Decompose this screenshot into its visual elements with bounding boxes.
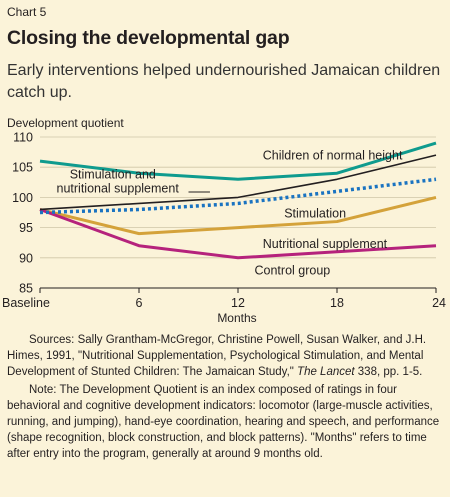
y-tick-95: 95 [19, 221, 33, 235]
annotation-1: Stimulation and [70, 168, 156, 182]
x-tick-label-4: 24 [432, 296, 446, 310]
y-tick-100: 100 [12, 191, 33, 205]
x-ticks: Baseline 6 12 18 24 [2, 288, 446, 310]
sources-journal: The Lancet [297, 366, 355, 378]
chart-title: Closing the developmental gap [7, 27, 290, 49]
sources-end: 338, pp. 1-5. [354, 366, 423, 378]
y-tick-110: 110 [13, 131, 33, 145]
x-axis-label: Months [217, 311, 256, 325]
annotation-4: Nutritional supplement [263, 237, 388, 251]
series-line-4 [39, 208, 437, 260]
series-annotations: Children of normal height Stimulation and… [57, 148, 403, 277]
chart-subtitle: Early interventions helped undernourishe… [7, 62, 441, 101]
annotation-3: Stimulation [284, 206, 346, 220]
y-tick-85: 85 [19, 282, 33, 296]
series-line-3 [39, 195, 437, 236]
y-axis-label: Development quotient [7, 116, 124, 130]
annotation-0: Children of normal height [263, 148, 403, 162]
series-lines [39, 141, 437, 260]
annotation-5: Control group [255, 264, 331, 278]
series-line-1 [39, 154, 437, 211]
chart-notes: Sources: Sally Grantham-McGregor, Christ… [7, 332, 443, 464]
definition-note: Note: The Development Quotient is an ind… [7, 384, 440, 460]
x-tick-label-2: 12 [231, 296, 245, 310]
sources-text: Sources: Sally Grantham-McGregor, Christ… [7, 334, 427, 378]
line-chart: 85 90 95 100 105 110 Baseline 6 12 18 24 Children… [2, 131, 446, 326]
x-tick-label-1: 6 [136, 296, 143, 310]
x-tick-label-3: 18 [330, 296, 344, 310]
y-tick-90: 90 [19, 251, 33, 265]
chart-number: Chart 5 [7, 5, 47, 19]
y-tick-105: 105 [12, 161, 33, 175]
series-line-0 [39, 141, 437, 181]
x-tick-label-0: Baseline [2, 296, 50, 310]
series-line-2 [39, 177, 437, 215]
annotation-2: nutritional supplement [57, 182, 180, 196]
sources-note: Sources: Sally Grantham-McGregor, Christ… [7, 332, 443, 380]
y-tick-labels: 85 90 95 100 105 110 [12, 131, 33, 296]
